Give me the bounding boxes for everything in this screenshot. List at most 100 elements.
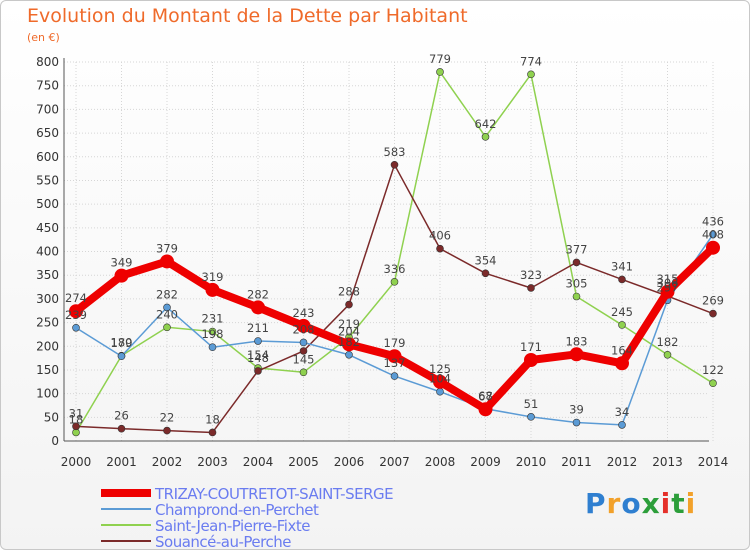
data-point: [436, 244, 444, 253]
x-tick-label: 2006: [334, 455, 365, 469]
y-tick-label: 550: [36, 173, 59, 187]
data-label: 154: [247, 348, 269, 362]
legend-swatch: [101, 508, 151, 510]
data-label: 198: [202, 327, 224, 341]
data-label: 406: [429, 229, 451, 243]
data-point: [527, 284, 535, 292]
y-tick-label: 350: [36, 268, 59, 282]
data-point: [69, 304, 83, 319]
data-label: 305: [566, 277, 588, 291]
data-point: [478, 402, 493, 417]
data-point: [436, 387, 444, 396]
x-tick-label: 2011: [561, 455, 592, 469]
data-point: [205, 282, 220, 297]
data-labels: 274 349 379 319 282 243 204 179 125 67 171 183 164 31…: [65, 52, 724, 427]
data-label: 179: [384, 336, 406, 350]
data-point: [572, 292, 581, 301]
data-point: [342, 337, 356, 352]
data-label: 219: [338, 317, 360, 331]
legend-label: TRIZAY-COUTRETOT-SAINT-SERGE: [155, 485, 394, 503]
logo-letter: i: [660, 487, 672, 520]
line-chart: 0 50 100 150 200 250 300 350 400 450 500 550 600 650 7…: [36, 52, 728, 469]
data-label: 436: [702, 214, 724, 228]
data-label: 68: [478, 389, 493, 403]
data-point: [572, 258, 581, 267]
data-point: [615, 356, 629, 371]
legend-label: Souancé-au-Perche: [155, 533, 291, 551]
data-label: 34: [615, 405, 630, 419]
data-label: 297: [657, 280, 679, 294]
chart-title: Evolution du Montant de la Dette par Hab…: [27, 5, 468, 27]
data-point: [251, 300, 265, 315]
data-label: 182: [338, 335, 360, 349]
data-label: 22: [160, 411, 175, 425]
y-tick-label: 700: [36, 102, 59, 116]
data-label: 208: [293, 322, 315, 336]
data-label: 379: [156, 241, 178, 255]
data-point: [660, 284, 675, 299]
y-tick-label: 450: [36, 221, 59, 235]
y-ticks: 0 50 100 150 200 250 300 350 400 450 500 550 600 650 7…: [36, 55, 59, 448]
data-label: 341: [611, 259, 633, 273]
data-label: 179: [111, 336, 133, 350]
data-point: [390, 161, 399, 169]
data-point: [117, 424, 126, 433]
data-point: [163, 323, 171, 332]
data-label: 164: [611, 343, 633, 357]
data-label: 319: [202, 270, 224, 284]
unit-label: (en €): [27, 31, 60, 44]
data-point: [208, 343, 217, 351]
y-tick-label: 150: [36, 363, 59, 377]
x-tick-label: 2008: [425, 455, 456, 469]
data-label: 125: [429, 362, 451, 376]
data-label: 171: [520, 340, 542, 354]
data-label: 183: [566, 334, 588, 348]
data-point: [569, 347, 584, 362]
data-point: [481, 269, 490, 278]
data-label: 282: [156, 287, 178, 301]
legend-label: Champrond-en-Perchet: [155, 501, 319, 519]
data-label: 18: [69, 412, 84, 426]
data-label: 282: [247, 287, 269, 301]
y-tick-label: 100: [36, 387, 59, 401]
data-label: 408: [702, 228, 724, 242]
data-label: 323: [520, 268, 542, 282]
series-trizay-coutretot-saint-serge: [69, 240, 720, 417]
data-point: [527, 70, 535, 79]
data-point: [481, 133, 490, 141]
data-point: [114, 268, 129, 283]
data-point: [72, 323, 80, 332]
data-label: 31: [69, 406, 84, 420]
logo-letter: P: [585, 487, 607, 520]
data-point: [709, 309, 717, 318]
data-label: 180: [111, 336, 133, 350]
legend-swatch: [101, 524, 151, 526]
logo-letter: i: [685, 487, 697, 520]
data-label: 104: [429, 372, 451, 386]
data-label: 18: [205, 412, 220, 426]
y-tick-label: 500: [36, 197, 59, 211]
data-label: 51: [524, 397, 539, 411]
data-label: 349: [111, 256, 133, 270]
x-tick-label: 2004: [243, 455, 274, 469]
x-tick-label: 2007: [379, 455, 410, 469]
data-label: 245: [611, 305, 633, 319]
data-label: 204: [338, 324, 360, 338]
data-label: 67: [478, 389, 493, 403]
y-tick-label: 0: [51, 434, 59, 448]
logo-letter: t: [671, 487, 686, 520]
data-label: 239: [65, 308, 87, 322]
data-point: [706, 240, 720, 255]
data-point: [299, 368, 308, 377]
data-point: [709, 230, 717, 239]
y-tick-label: 50: [44, 410, 59, 424]
data-point: [618, 321, 626, 329]
data-label: 122: [702, 363, 724, 377]
data-point: [254, 337, 262, 345]
proxiti-logo: Proxiti: [585, 487, 696, 520]
data-label: 642: [475, 117, 497, 131]
data-label: 243: [293, 306, 315, 320]
data-label: 354: [475, 253, 497, 267]
data-label: 269: [702, 294, 724, 308]
